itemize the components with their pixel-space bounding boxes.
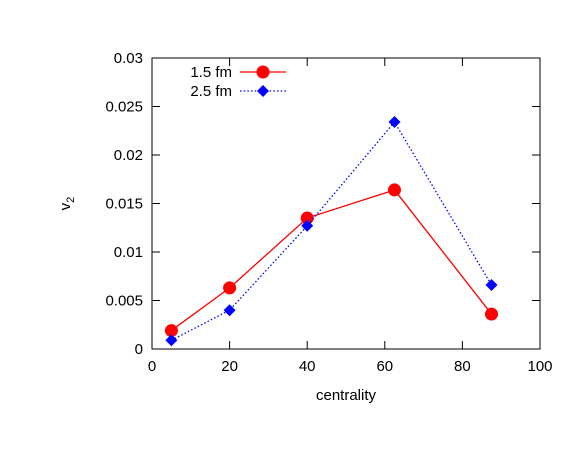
x-tick-label: 20 [221, 358, 238, 375]
series-layer [164, 116, 498, 347]
y-tick-label: 0.03 [114, 50, 143, 67]
plot-area [151, 57, 541, 350]
data-point [301, 219, 314, 232]
data-point [388, 116, 401, 129]
y-tick-label: 0.01 [114, 244, 143, 261]
x-axis-label: centrality [316, 387, 377, 404]
y-tick-label: 0.025 [105, 99, 143, 116]
legend-label: 1.5 fm [190, 64, 232, 81]
plot-frame [151, 57, 541, 350]
legend-label: 2.5 fm [190, 83, 232, 100]
y-tick-label: 0.02 [114, 147, 143, 164]
x-tick-label: 100 [527, 358, 552, 375]
series-line [171, 120, 493, 341]
x-tick-label: 80 [454, 358, 471, 375]
data-point [223, 281, 237, 295]
y-axis-label-main: v [57, 202, 74, 210]
y-tick-label: 0.015 [105, 196, 143, 213]
y-tick-label: 0 [135, 341, 143, 358]
x-tick-label: 60 [376, 358, 393, 375]
legend-marker [257, 85, 269, 97]
data-point [485, 278, 498, 291]
data-point [164, 324, 178, 338]
x-tick-label: 0 [148, 358, 156, 375]
series-0 [164, 183, 498, 338]
legend: 1.5 fm 2.5 fm [190, 64, 286, 100]
data-point [388, 183, 401, 197]
series-1 [165, 116, 498, 347]
y-axis-label-subscript: 2 [65, 197, 77, 203]
y-axis-ticks: 0 0.005 0.01 0.015 0.02 0.025 0.03 [105, 50, 540, 358]
data-point [485, 307, 498, 321]
y-axis-label: v2 [57, 197, 77, 211]
x-tick-label: 40 [299, 358, 316, 375]
y-tick-label: 0.005 [105, 293, 143, 310]
series-line [171, 189, 493, 332]
x-axis-ticks: 0 20 40 60 80 100 [148, 58, 553, 375]
data-point [223, 304, 236, 317]
data-point [165, 334, 178, 347]
legend-marker [256, 65, 270, 79]
